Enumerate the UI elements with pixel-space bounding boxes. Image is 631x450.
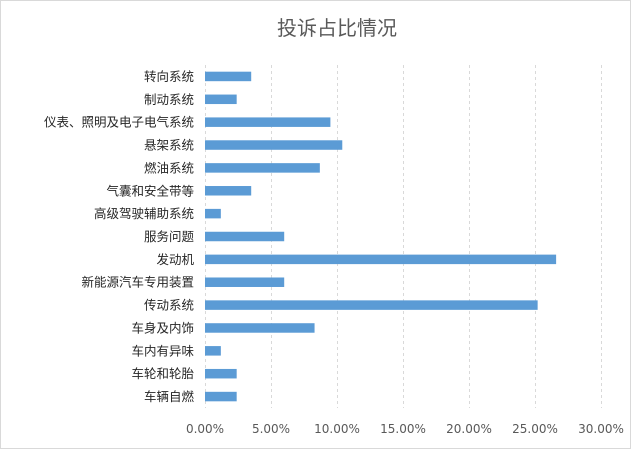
category-labels: 转向系统制动系统仪表、照明及电子电气系统悬架系统燃油系统气囊和安全带等高级驾驶辅… <box>44 69 195 404</box>
bar <box>205 300 538 310</box>
category-label: 车轮和轮胎 <box>131 366 194 381</box>
x-tick-label: 20.00% <box>446 422 492 436</box>
bar <box>205 163 320 173</box>
category-label: 悬架系统 <box>144 138 194 153</box>
bar <box>205 94 237 105</box>
bar <box>205 208 221 219</box>
bar <box>205 346 221 356</box>
category-label: 车身及内饰 <box>131 320 194 335</box>
bar <box>205 231 285 242</box>
x-tick-label: 15.00% <box>380 422 426 436</box>
bar <box>205 323 315 333</box>
x-tick-label: 0.00% <box>186 422 224 436</box>
category-label: 仪表、照明及电子电气系统 <box>44 115 194 130</box>
category-label: 发动机 <box>156 252 194 267</box>
x-tick-label: 30.00% <box>578 422 624 436</box>
category-label: 车辆自燃 <box>144 389 195 404</box>
x-tick-label: 5.00% <box>252 422 290 436</box>
bar <box>205 368 237 379</box>
category-label: 新能源汽车专用装置 <box>81 275 194 290</box>
bar <box>205 391 237 402</box>
bar <box>205 186 252 196</box>
bar <box>205 254 557 265</box>
category-label: 燃油系统 <box>144 160 194 175</box>
bar <box>205 277 285 287</box>
bars <box>205 71 557 402</box>
x-tick-labels: 0.00% 5.00% 10.00% 15.00% 20.00% 25.00% 30.00% <box>186 422 624 436</box>
chart-title: 投诉占比情况 <box>277 16 397 40</box>
category-label: 气囊和安全带等 <box>106 183 194 198</box>
category-label: 车内有异味 <box>131 343 194 358</box>
bar <box>205 71 252 82</box>
category-label: 服务问题 <box>144 229 195 244</box>
x-tick-label: 25.00% <box>512 422 558 436</box>
bar <box>205 140 343 150</box>
category-label: 转向系统 <box>144 69 194 84</box>
category-label: 制动系统 <box>144 92 194 107</box>
category-label: 高级驾驶辅助系统 <box>94 206 194 221</box>
category-label: 传动系统 <box>144 298 194 313</box>
bar <box>205 117 331 127</box>
x-tick-label: 10.00% <box>314 422 360 436</box>
